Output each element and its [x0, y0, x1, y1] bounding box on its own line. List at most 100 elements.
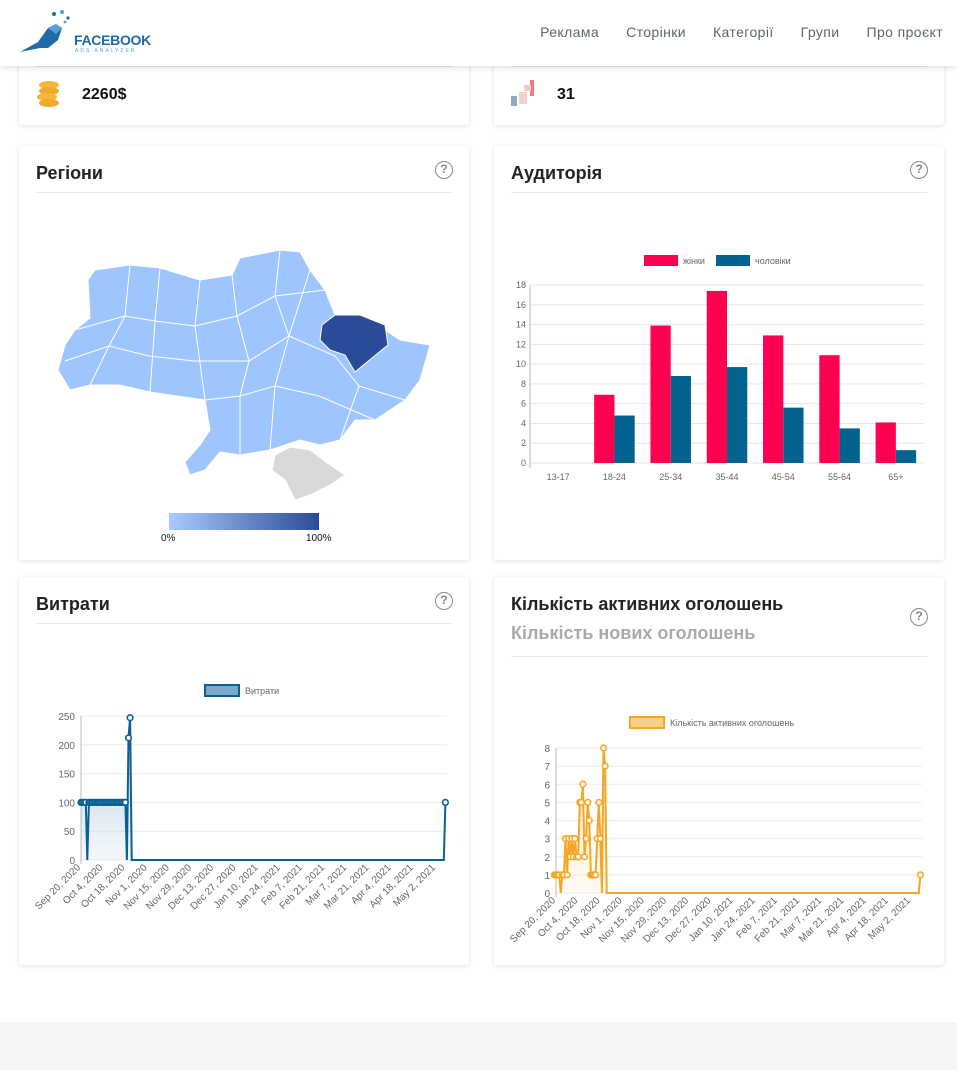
divider: [36, 66, 452, 67]
data-point: [126, 714, 134, 722]
y-tick-label: 150: [58, 770, 75, 781]
data-point: [580, 853, 589, 861]
y-tick-label: 2: [544, 853, 550, 864]
region-borders: [64, 249, 406, 455]
nav-groups[interactable]: Групи: [800, 24, 840, 40]
divider: [511, 192, 927, 193]
coins-icon: [37, 81, 59, 107]
y-tick-label: 0: [544, 889, 550, 900]
data-point: [579, 780, 587, 788]
logo[interactable]: FACEBOOK ADS ANALYZER: [18, 6, 151, 56]
x-tick-label: 18-24: [603, 472, 626, 482]
data-point: [595, 798, 603, 806]
map-region[interactable]: [57, 249, 431, 476]
bar-men: [614, 415, 635, 463]
divider: [511, 656, 927, 657]
y-tick-label: 4: [544, 817, 550, 828]
data-point: [596, 835, 604, 843]
total-spend-value: 2260$: [82, 86, 127, 103]
header: FACEBOOK ADS ANALYZER Реклама Сторінки К…: [0, 0, 957, 66]
data-point: [124, 734, 133, 742]
y-tick-label: 6: [544, 780, 550, 791]
data-point: [441, 798, 450, 806]
data-point: [585, 816, 593, 825]
audience-bar-chart: 0 2 4 6 8 10 12 14 16 18 13-17 18-24 25-34 35-44 45-54…: [516, 255, 924, 482]
bird-logo-icon: [20, 10, 70, 52]
data-point: [916, 871, 925, 879]
series-line: [81, 717, 447, 861]
nav-ads[interactable]: Реклама: [540, 24, 600, 40]
legend-swatch: [644, 255, 678, 266]
x-tick-label: 45-54: [772, 472, 795, 482]
y-tick-label: 100: [58, 798, 75, 809]
map-region-crimea: [271, 446, 346, 501]
data-point: [577, 798, 585, 806]
bar-women: [819, 355, 840, 463]
bar-men: [670, 375, 691, 463]
help-icon[interactable]: ?: [435, 592, 453, 610]
x-tick-label: 65+: [888, 472, 903, 482]
legend-label: Витрати: [245, 686, 279, 696]
regions-card: Регіони ? 0% 100%: [19, 146, 469, 560]
map-legend-min: 0%: [161, 533, 176, 544]
help-icon[interactable]: ?: [910, 161, 928, 179]
bar-men: [895, 450, 917, 463]
y-tick-label: 200: [58, 741, 75, 752]
footer: [0, 1022, 957, 1070]
bar-men: [783, 407, 804, 463]
main-nav: Реклама Сторінки Категорії Групи Про про…: [540, 24, 943, 40]
audience-card: Аудиторія ? 0 2 4 6 8 10 12 14 16 18 13-17 18-24 25-…: [494, 146, 944, 560]
map-legend-gradient: [169, 513, 319, 530]
y-tick-label: 12: [516, 339, 526, 349]
active-ads-tab[interactable]: Кількість активних оголошень: [511, 594, 784, 614]
bar-men: [839, 428, 860, 463]
data-point: [601, 762, 609, 770]
audience-title: Аудиторія: [511, 163, 603, 183]
y-tick-label: 6: [521, 399, 526, 409]
y-tick-label: 1: [544, 871, 550, 882]
map-region-kharkiv[interactable]: [319, 314, 389, 373]
y-tick-label: 14: [516, 320, 526, 330]
nav-categories[interactable]: Категорії: [713, 24, 774, 40]
y-tick-label: 2: [521, 438, 526, 448]
y-tick-label: 3: [544, 835, 550, 846]
legend-swatch: [629, 716, 665, 729]
map-legend-max: 100%: [306, 533, 332, 544]
divider: [36, 192, 452, 193]
bar-women: [650, 325, 671, 463]
series-area: [81, 717, 446, 860]
ads-count-card: Кількість активних оголошень Кількість н…: [494, 577, 944, 965]
megaphone-icon: [511, 80, 534, 106]
data-point: [584, 798, 592, 806]
data-point: [574, 853, 582, 861]
bar-women: [594, 394, 615, 463]
y-tick-label: 250: [58, 712, 75, 723]
bar-women: [763, 335, 784, 463]
y-tick-label: 10: [516, 359, 526, 369]
x-tick-label: 13-17: [547, 472, 570, 482]
help-icon[interactable]: ?: [435, 161, 453, 179]
logo-text: FACEBOOK: [74, 32, 151, 48]
y-tick-label: 8: [521, 379, 526, 389]
legend-swatch: [716, 255, 750, 266]
total-ads-value: 31: [557, 86, 575, 103]
y-tick-label: 4: [521, 418, 526, 428]
x-tick-label: 25-34: [659, 472, 682, 482]
bar-women: [875, 422, 896, 463]
data-point: [592, 871, 600, 879]
x-tick-label: 35-44: [715, 472, 738, 482]
help-icon[interactable]: ?: [910, 608, 928, 626]
data-point: [599, 744, 608, 752]
divider: [36, 623, 452, 624]
data-point: [582, 835, 590, 843]
data-point: [571, 835, 579, 843]
y-tick-label: 0: [69, 856, 75, 867]
y-tick-label: 50: [64, 827, 76, 838]
new-ads-tab[interactable]: Кількість нових оголошень: [511, 623, 756, 643]
series-area: [554, 748, 921, 893]
logo-subtext: ADS ANALYZER: [75, 48, 137, 54]
nav-pages[interactable]: Сторінки: [626, 24, 686, 40]
bar-men: [727, 367, 748, 463]
nav-about[interactable]: Про проєкт: [866, 24, 943, 40]
